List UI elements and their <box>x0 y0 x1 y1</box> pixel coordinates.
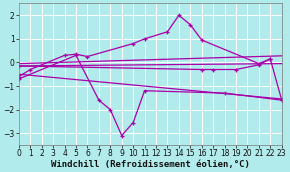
X-axis label: Windchill (Refroidissement éolien,°C): Windchill (Refroidissement éolien,°C) <box>51 159 250 169</box>
